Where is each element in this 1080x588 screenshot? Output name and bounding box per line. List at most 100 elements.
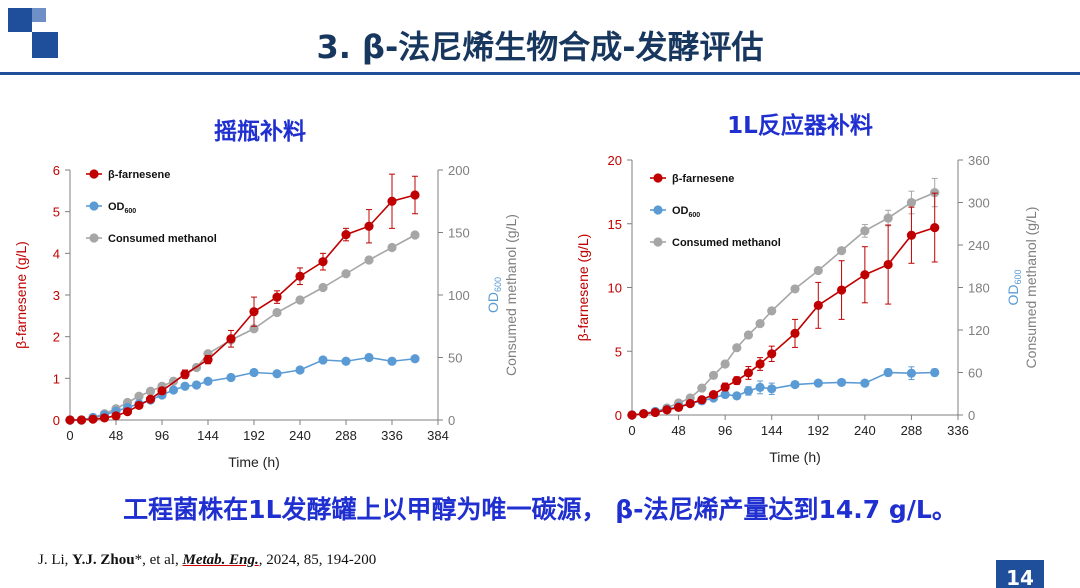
data-point-beta-farnesene: [813, 300, 823, 310]
data-point-consumed-methanol: [134, 391, 144, 401]
legend-marker-consumed-methanol: [89, 233, 99, 243]
x-tick-label: 0: [66, 428, 73, 443]
series-line-od600: [70, 356, 416, 421]
data-point-consumed-methanol: [930, 187, 940, 198]
data-point-beta-farnesene: [364, 221, 374, 231]
y-left-tick-label: 0: [53, 413, 60, 428]
data-point-consumed-methanol: [697, 383, 707, 393]
data-point-consumed-methanol: [767, 306, 777, 316]
citation: J. Li, Y.J. Zhou*, et al, Metab. Eng., 2…: [38, 552, 376, 569]
x-tick-label: 240: [289, 428, 311, 443]
data-point-beta-farnesene: [755, 359, 765, 369]
data-point-beta-farnesene: [720, 382, 730, 392]
data-point-beta-farnesene: [122, 407, 133, 417]
data-point-od600: [720, 389, 730, 400]
data-point-beta-farnesene: [743, 368, 754, 378]
x-tick-label: 336: [947, 423, 969, 438]
data-point-beta-farnesene: [639, 409, 649, 419]
y-left-tick-label: 5: [615, 344, 622, 359]
y-right-tick-label: 0: [448, 413, 455, 428]
y-right-tick-label: 100: [448, 288, 470, 303]
data-point-beta-farnesene: [883, 259, 893, 270]
data-point-consumed-methanol: [883, 213, 893, 223]
page-number: 14: [996, 560, 1044, 588]
data-point-od600: [860, 378, 870, 388]
x-axis-label: Time (h): [769, 449, 821, 465]
legend-label-od600: OD600: [672, 205, 700, 219]
data-point-od600: [191, 380, 202, 390]
data-point-beta-farnesene: [76, 415, 87, 425]
data-point-consumed-methanol: [387, 242, 397, 253]
y-left-tick-label: 1: [53, 371, 60, 386]
data-point-beta-farnesene: [99, 413, 110, 423]
data-point-od600: [790, 379, 800, 390]
x-tick-label: 96: [155, 428, 169, 443]
y-right-tick-label: 180: [968, 281, 990, 296]
data-point-consumed-methanol: [732, 343, 742, 353]
data-point-beta-farnesene: [662, 405, 672, 415]
data-point-od600: [906, 368, 917, 378]
x-tick-label: 240: [854, 423, 876, 438]
data-point-consumed-methanol: [341, 269, 351, 279]
chart-shake-flask: 0 48 96 144 192 240 288 336 38401234560501001502…: [13, 163, 519, 470]
legend-label-beta-farnesene: β-farnesene: [672, 173, 734, 185]
data-point-consumed-methanol: [836, 246, 847, 256]
y-right-tick-label: 120: [968, 323, 990, 338]
logo-square-bottom: [32, 32, 58, 58]
data-point-od600: [767, 384, 777, 394]
data-point-consumed-methanol: [295, 295, 305, 305]
y-right-tick-label: 150: [448, 226, 470, 241]
y-left-axis-label: β-farnesene (g/L): [575, 234, 591, 342]
y-left-tick-label: 20: [608, 153, 622, 168]
y-left-tick-label: 2: [53, 330, 60, 345]
data-point-consumed-methanol: [813, 265, 823, 276]
data-point-od600: [249, 367, 259, 378]
chart-bioreactor: 0 48 96 144 192 240 288 33605101520060120180240…: [575, 153, 1039, 465]
y-right-tick-label: 50: [448, 351, 462, 366]
legend-marker-od600: [89, 201, 99, 211]
y-right-tick-label: 60: [968, 366, 982, 381]
data-point-beta-farnesene: [767, 349, 777, 359]
legend-marker-consumed-methanol: [653, 237, 663, 247]
y-right-tick-label: 300: [968, 196, 990, 211]
data-point-beta-farnesene: [295, 271, 305, 281]
x-tick-label: 48: [109, 428, 123, 443]
data-point-od600: [732, 391, 742, 401]
data-point-beta-farnesene: [272, 292, 282, 302]
y-right-tick-label: 360: [968, 153, 990, 168]
data-point-od600: [168, 385, 179, 395]
data-point-od600: [180, 381, 190, 391]
data-point-beta-farnesene: [860, 270, 870, 280]
data-point-beta-farnesene: [673, 402, 684, 412]
y-left-tick-label: 10: [608, 281, 622, 296]
conclusion-text: 工程菌株在1L发酵罐上以甲醇为唯一碳源， β-法尼烯产量达到14.7 g/L。: [123, 495, 957, 524]
data-point-od600: [743, 386, 754, 396]
legend-marker-beta-farnesene: [653, 173, 663, 183]
legend-label-consumed-methanol: Consumed methanol: [108, 233, 217, 245]
data-point-consumed-methanol: [318, 282, 328, 293]
x-tick-label: 144: [197, 428, 219, 443]
data-point-consumed-methanol: [364, 255, 374, 265]
x-tick-label: 96: [718, 423, 732, 438]
series-line-consumed-methanol: [70, 234, 416, 421]
legend-label-od600: OD600: [108, 201, 136, 215]
data-point-beta-farnesene: [906, 230, 917, 240]
data-point-beta-farnesene: [145, 394, 156, 404]
series-line-beta-farnesene: [70, 194, 416, 421]
data-point-beta-farnesene: [249, 307, 259, 317]
data-point-beta-farnesene: [226, 334, 236, 344]
y-left-axis-label: β-farnesene (g/L): [13, 241, 29, 349]
data-point-od600: [341, 356, 351, 366]
x-tick-label: 48: [671, 423, 685, 438]
data-point-consumed-methanol: [790, 284, 800, 294]
title-divider: [0, 72, 1080, 75]
data-point-beta-farnesene: [708, 390, 719, 400]
data-point-beta-farnesene: [65, 415, 75, 425]
data-point-consumed-methanol: [906, 197, 917, 208]
legend-label-beta-farnesene: β-farnesene: [108, 169, 170, 181]
data-point-beta-farnesene: [134, 400, 144, 411]
data-point-od600: [295, 365, 305, 375]
data-point-beta-farnesene: [685, 398, 695, 409]
x-axis-label: Time (h): [228, 454, 280, 470]
data-point-consumed-methanol: [743, 330, 754, 340]
